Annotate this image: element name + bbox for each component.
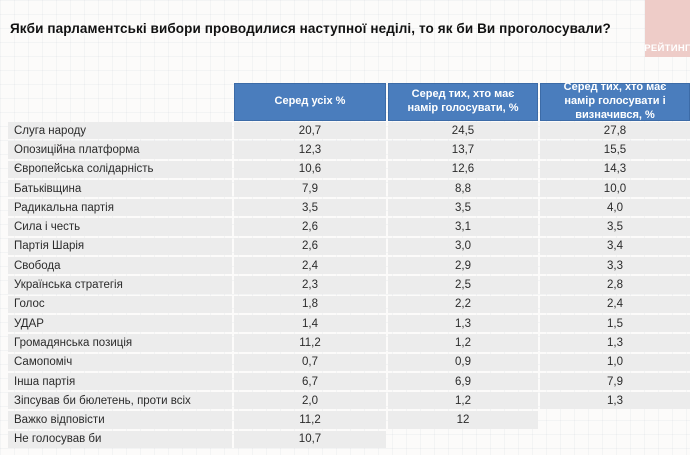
value-among-all: 12,3: [234, 141, 386, 159]
table-row: Європейська солідарність 10,6 12,6 14,3: [8, 160, 690, 178]
value-intend-to-vote: 3,5: [388, 199, 538, 217]
party-label: Громадянська позиція: [8, 334, 232, 352]
party-label: Важко відповісти: [8, 411, 232, 429]
value-among-all: 10,7: [234, 430, 386, 449]
value-intend-and-decided: 15,5: [540, 141, 690, 159]
party-label: УДАР: [8, 314, 232, 333]
value-intend-and-decided: 27,8: [540, 122, 690, 140]
table-row: Важко відповісти 11,2 12: [8, 411, 690, 429]
column-header-among-all: Серед усіх %: [234, 83, 386, 121]
value-among-all: 11,2: [234, 334, 386, 352]
table-row: Самопоміч 0,7 0,9 1,0: [8, 353, 690, 371]
value-intend-to-vote: 1,2: [388, 334, 538, 352]
value-intend-and-decided: 3,5: [540, 218, 690, 236]
table-row: Слуга народу 20,7 24,5 27,8: [8, 122, 690, 140]
table-row: Українська стратегія 2,3 2,5 2,8: [8, 276, 690, 294]
value-intend-to-vote: 8,8: [388, 179, 538, 198]
table-header-row: Серед усіх % Серед тих, хто має намір го…: [8, 81, 690, 121]
party-label: Опозиційна платформа: [8, 141, 232, 159]
header-spacer: [8, 83, 232, 100]
value-intend-to-vote: 12: [388, 411, 538, 429]
value-intend-to-vote: 1,3: [388, 314, 538, 333]
value-intend-and-decided: 4,0: [540, 199, 690, 217]
value-among-all: 7,9: [234, 179, 386, 198]
value-intend-and-decided: 1,3: [540, 334, 690, 352]
value-intend-and-decided: 3,4: [540, 237, 690, 256]
party-label: Голос: [8, 295, 232, 313]
table-row: Голос 1,8 2,2 2,4: [8, 295, 690, 313]
value-intend-and-decided: [540, 431, 690, 448]
party-label: Європейська солідарність: [8, 160, 232, 178]
party-label: Українська стратегія: [8, 276, 232, 294]
value-among-all: 2,3: [234, 276, 386, 294]
value-intend-and-decided: 2,4: [540, 295, 690, 313]
value-intend-to-vote: 0,9: [388, 353, 538, 371]
value-among-all: 0,7: [234, 353, 386, 371]
value-intend-to-vote: 2,5: [388, 276, 538, 294]
value-among-all: 11,2: [234, 411, 386, 429]
value-intend-to-vote: 13,7: [388, 141, 538, 159]
value-intend-and-decided: 1,0: [540, 353, 690, 371]
party-label: Батьківщина: [8, 179, 232, 198]
value-among-all: 2,6: [234, 218, 386, 236]
value-intend-to-vote: 2,2: [388, 295, 538, 313]
value-intend-to-vote: 6,9: [388, 372, 538, 391]
value-intend-to-vote: 3,1: [388, 218, 538, 236]
value-intend-to-vote: 2,9: [388, 257, 538, 275]
table-row: Свобода 2,4 2,9 3,3: [8, 257, 690, 275]
value-intend-to-vote: 12,6: [388, 160, 538, 178]
party-label: Самопоміч: [8, 353, 232, 371]
value-among-all: 10,6: [234, 160, 386, 178]
value-among-all: 6,7: [234, 372, 386, 391]
value-among-all: 2,4: [234, 257, 386, 275]
table-row: Партія Шарія 2,6 3,0 3,4: [8, 237, 690, 256]
value-intend-and-decided: 10,0: [540, 179, 690, 198]
value-intend-and-decided: 1,3: [540, 392, 690, 410]
table-row: Радикальна партія 3,5 3,5 4,0: [8, 199, 690, 217]
value-among-all: 1,8: [234, 295, 386, 313]
page-title: Якби парламентські вибори проводилися на…: [10, 21, 611, 36]
party-label: Не голосував би: [8, 430, 232, 449]
table-row: Інша партія 6,7 6,9 7,9: [8, 372, 690, 391]
value-intend-and-decided: 1,5: [540, 314, 690, 333]
party-label: Партія Шарія: [8, 237, 232, 256]
table-row: Громадянська позиція 11,2 1,2 1,3: [8, 334, 690, 352]
party-label: Радикальна партія: [8, 199, 232, 217]
value-among-all: 2,0: [234, 392, 386, 410]
table-row: Сила і честь 2,6 3,1 3,5: [8, 218, 690, 236]
table-row: Батьківщина 7,9 8,8 10,0: [8, 179, 690, 198]
value-among-all: 2,6: [234, 237, 386, 256]
value-intend-and-decided: 3,3: [540, 257, 690, 275]
party-label: Сила і честь: [8, 218, 232, 236]
value-intend-and-decided: [540, 411, 690, 428]
party-label: Свобода: [8, 257, 232, 275]
value-intend-and-decided: 7,9: [540, 372, 690, 391]
value-among-all: 1,4: [234, 314, 386, 333]
table-row: Зіпсував би бюлетень, проти всіх 2,0 1,2…: [8, 392, 690, 410]
column-header-intend-and-decided: Серед тих, хто має намір голосувати і ви…: [540, 81, 690, 121]
column-header-intend-to-vote: Серед тих, хто має намір голосувати, %: [388, 83, 538, 121]
party-label: Слуга народу: [8, 122, 232, 140]
value-intend-and-decided: 2,8: [540, 276, 690, 294]
rating-logo-text: РЕЙТИНГ: [644, 43, 690, 54]
table-row: УДАР 1,4 1,3 1,5: [8, 314, 690, 333]
value-intend-to-vote: 1,2: [388, 392, 538, 410]
value-intend-to-vote: 24,5: [388, 122, 538, 140]
party-label: Зіпсував би бюлетень, проти всіх: [8, 392, 232, 410]
value-intend-to-vote: 3,0: [388, 237, 538, 256]
table-row: Не голосував би 10,7: [8, 430, 690, 449]
rating-logo: РЕЙТИНГ: [644, 0, 690, 57]
value-intend-and-decided: 14,3: [540, 160, 690, 178]
poll-results-table: Серед усіх % Серед тих, хто має намір го…: [8, 81, 690, 450]
value-among-all: 20,7: [234, 122, 386, 140]
party-label: Інша партія: [8, 372, 232, 391]
value-among-all: 3,5: [234, 199, 386, 217]
table-row: Опозиційна платформа 12,3 13,7 15,5: [8, 141, 690, 159]
value-intend-to-vote: [388, 431, 538, 448]
